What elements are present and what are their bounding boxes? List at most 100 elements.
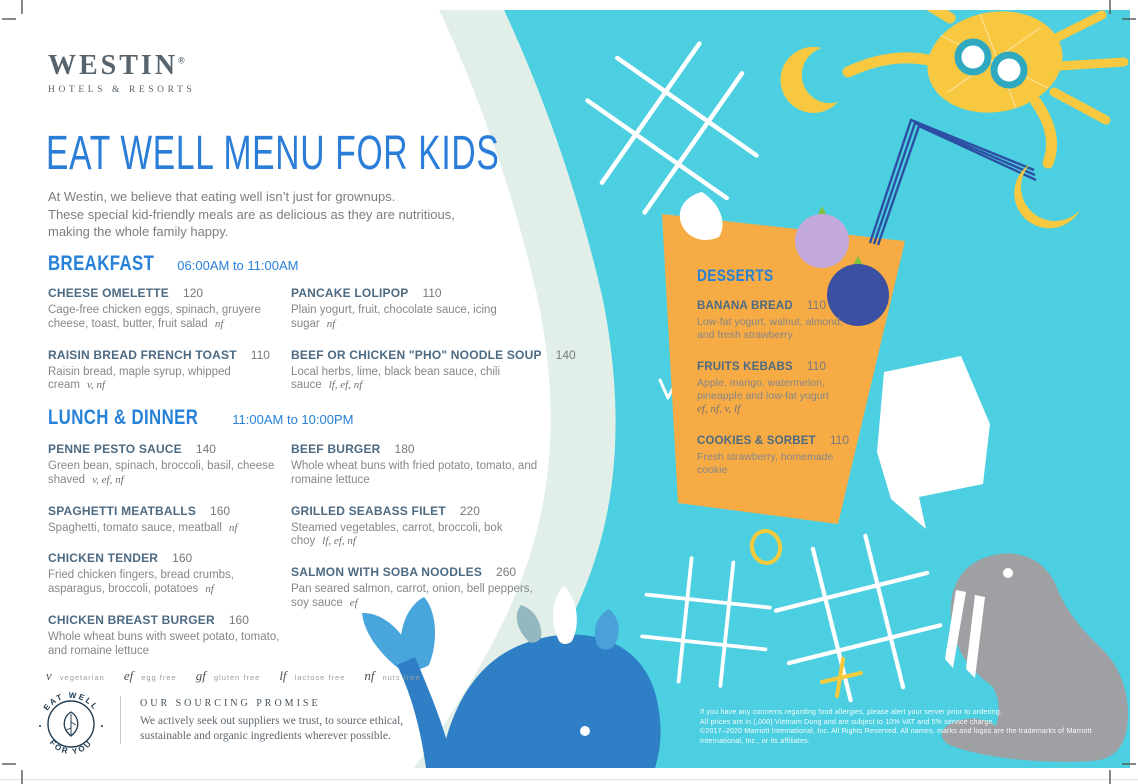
- legal-fine-print: If you have any concerns regarding food …: [700, 708, 1136, 746]
- whale-tail-fin: [362, 612, 411, 668]
- menu-item-chicken-tender: CHICKEN TENDER 160 Fried chicken fingers,…: [48, 549, 290, 597]
- legend-label: nuts free: [382, 673, 421, 682]
- item-description: Spaghetti, tomato sauce, meatball: [48, 521, 222, 534]
- item-name: CHICKEN BREAST BURGER: [48, 612, 215, 627]
- desserts-title: DESSERTS: [697, 266, 774, 285]
- item-name: BEEF BURGER: [291, 442, 381, 456]
- item-price: 140: [555, 347, 576, 362]
- speech-bubble: [877, 356, 990, 529]
- legend-symbol: lf: [279, 668, 287, 683]
- intro-line: At Westin, we believe that eating well i…: [48, 189, 396, 204]
- item-name: SALMON WITH SOBA NOODLES: [291, 565, 483, 580]
- item-description: Fresh strawberry, homemade cookie: [697, 451, 834, 476]
- sourcing-promise: OUR SOURCING PROMISE We actively seek ou…: [140, 698, 440, 744]
- breakfast-column-right: PANCAKE LOLIPOP 110 Plain yogurt, fruit, …: [291, 284, 576, 407]
- item-description: Apple, mango, watermelon, pineapple and …: [697, 377, 829, 402]
- menu-item-cheese-omelette: CHEESE OMELETTE 120 Cage-free chicken egg…: [48, 284, 290, 332]
- sourcing-promise-title: OUR SOURCING PROMISE: [140, 698, 321, 709]
- item-description: Pan seared salmon, carrot, onion, bell p…: [291, 583, 533, 609]
- menu-item-pho-noodle-soup: BEEF OR CHICKEN "PHO" NOODLE SOUP 140 Loc…: [291, 346, 576, 394]
- dietary-tags: ef, nf, v, lf: [697, 403, 741, 415]
- item-name: GRILLED SEABASS FILET: [291, 503, 446, 518]
- breakfast-title: BREAKFAST: [48, 252, 155, 275]
- menu-item-grilled-seabass: GRILLED SEABASS FILET 220 Steamed vegetab…: [291, 502, 541, 550]
- walrus-tusk: [945, 590, 966, 668]
- item-price: 110: [422, 286, 442, 300]
- juice-box-illustration: [662, 118, 1037, 524]
- legend-label: lactose free: [294, 673, 346, 682]
- walrus-body: [941, 553, 1128, 762]
- item-name: CHEESE OMELETTE: [48, 286, 170, 300]
- legend-item-nuts-free: nf nuts free: [364, 668, 420, 684]
- purple-berry: [795, 214, 849, 268]
- legend-symbol: ef: [123, 668, 134, 683]
- legal-line-prices: All prices are in (,000) Vietnam Dong an…: [700, 718, 995, 726]
- item-price: 110: [829, 433, 849, 447]
- item-price: 180: [394, 442, 415, 456]
- item-price: 110: [250, 347, 270, 362]
- tic-tac-toe-grid-top: [585, 41, 759, 215]
- legend-label: vegetarian: [59, 673, 105, 682]
- item-description: Green bean, spinach, broccoli, basil, ch…: [48, 460, 275, 486]
- breakfast-hours: 06:00AM to 11:00AM: [177, 258, 299, 273]
- badge-text-bottom: FOR YOU: [48, 738, 92, 756]
- item-description: Whole wheat buns with fried potato, toma…: [291, 460, 538, 486]
- lunch-dinner-hours: 11:00AM to 10:00PM: [232, 412, 354, 427]
- juice-drop: [679, 192, 723, 240]
- crab-eye: [954, 38, 992, 76]
- legal-line-allergies: If you have any concerns regarding food …: [700, 709, 1003, 716]
- dietary-tags: lf, ef, nf: [322, 535, 356, 548]
- westin-logo: WESTIN® HOTELS & RESORTS: [48, 50, 195, 95]
- item-name: RAISIN BREAD FRENCH TOAST: [48, 347, 237, 362]
- item-price: 260: [496, 565, 517, 580]
- walrus-eye: [1003, 568, 1013, 578]
- item-description: Local herbs, lime, black bean sauce, chi…: [291, 365, 501, 392]
- menu-item-penne-pesto: PENNE PESTO SAUCE 140 Green bean, spinach…: [48, 440, 290, 488]
- legend-symbol: gf: [195, 668, 206, 683]
- item-description: Raisin bread, maple syrup, whipped cream: [48, 365, 231, 392]
- yellow-nought-doodle: [749, 529, 783, 565]
- whale-body: [440, 634, 661, 768]
- desserts-section-heading: DESSERTS: [697, 266, 785, 286]
- dietary-legend: v vegetarian ef egg free gf gluten free lf l…: [46, 668, 421, 684]
- item-price: 220: [459, 503, 480, 518]
- tic-tac-toe-grid-small: [640, 556, 772, 688]
- whale-spout: [516, 605, 542, 643]
- item-name: BEEF OR CHICKEN "PHO" NOODLE SOUP: [291, 347, 542, 362]
- legend-item-egg-free: ef egg free: [124, 668, 177, 684]
- item-name: SPAGHETTI MEATBALLS: [48, 503, 197, 518]
- whale-illustration: [362, 586, 661, 768]
- dietary-tags: v, ef, nf: [92, 473, 124, 486]
- intro-line: These special kid-friendly meals are as …: [48, 206, 455, 222]
- item-name: PANCAKE LOLIPOP: [291, 286, 409, 300]
- page-title: EAT WELL MENU FOR KIDS: [46, 127, 500, 180]
- yellow-cross-doodle: [820, 657, 863, 698]
- item-name: CHICKEN TENDER: [48, 551, 159, 566]
- item-price: 110: [806, 298, 827, 312]
- dietary-tags: nf: [205, 583, 214, 596]
- dietary-tags: nf: [326, 317, 336, 330]
- item-price: 120: [183, 286, 204, 300]
- item-description: Whole wheat buns with sweet potato, toma…: [48, 630, 280, 657]
- dietary-tags: ef: [349, 596, 358, 609]
- menu-item-banana-bread: BANANA BREAD 110 Low-fat yogurt, walnut, …: [697, 296, 859, 342]
- crab-legs: [1047, 10, 1129, 125]
- westin-logo-tagline: HOTELS & RESORTS: [48, 85, 196, 95]
- legal-line-copyright: ©2017–2020 Marriott International, Inc. …: [700, 728, 1092, 745]
- lunch-dinner-title: LUNCH & DINNER: [48, 406, 199, 429]
- menu-item-raisin-french-toast: RAISIN BREAD FRENCH TOAST 110 Raisin brea…: [48, 346, 290, 394]
- intro-paragraph: At Westin, we believe that eating well i…: [48, 188, 455, 241]
- legend-item-gluten-free: gf gluten free: [196, 668, 261, 684]
- lunch-dinner-section-heading: LUNCH & DINNER 11:00AM to 10:00PM: [48, 406, 353, 430]
- straw: [868, 118, 1037, 246]
- menu-item-chicken-breast-burger: CHICKEN BREAST BURGER 160 Whole wheat bun…: [48, 611, 290, 659]
- walrus-illustration: [941, 553, 1128, 762]
- item-price: 160: [210, 503, 231, 518]
- legend-label: gluten free: [213, 673, 261, 682]
- crab-eye: [990, 51, 1028, 89]
- menu-item-cookies-sorbet: COOKIES & SORBET 110 Fresh strawberry, ho…: [697, 431, 859, 477]
- crab-claw-right: [1014, 164, 1080, 229]
- item-name: COOKIES & SORBET: [697, 435, 816, 447]
